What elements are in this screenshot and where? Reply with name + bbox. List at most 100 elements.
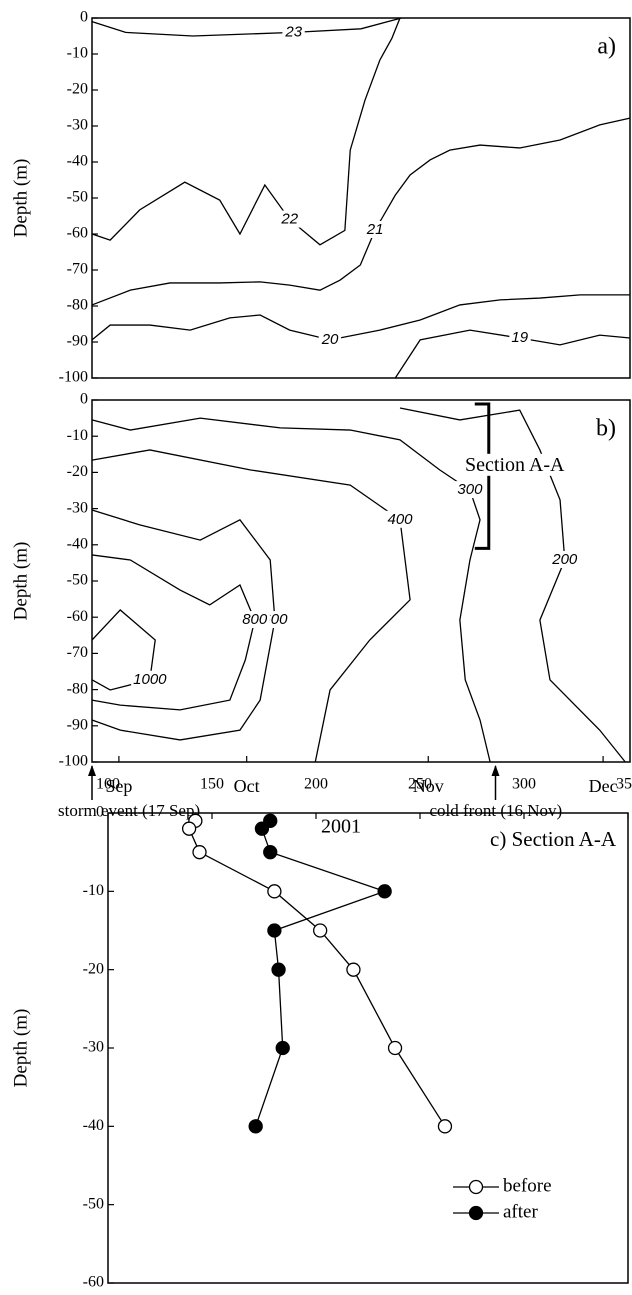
contour-label-bg <box>278 210 301 228</box>
contour-label: 23 <box>284 23 302 40</box>
plot-frame <box>91 17 631 379</box>
data-point <box>192 845 207 860</box>
legend-label: after <box>503 1201 538 1222</box>
contour-line <box>91 294 630 341</box>
y-tick-label: -40 <box>67 153 88 170</box>
contour-line <box>91 117 631 306</box>
x-tick-label: Dec <box>589 776 618 796</box>
contour-line <box>91 17 401 246</box>
y-axis-label: Depth (m) <box>10 542 31 621</box>
x-tick-label: 100 <box>96 776 120 793</box>
contour-label: 400 <box>387 511 413 528</box>
contour-label: 300 <box>457 481 483 498</box>
y-tick-label: -70 <box>67 644 88 661</box>
y-tick-label: -30 <box>67 499 88 516</box>
legend-marker <box>468 1205 484 1221</box>
contour-label-bg <box>240 611 270 629</box>
section-bracket <box>474 402 491 550</box>
data-point <box>263 845 278 860</box>
contour-label: 20 <box>321 331 339 348</box>
y-tick-label: -60 <box>67 225 88 242</box>
y-tick-label: -10 <box>67 427 88 444</box>
x-tick-label: 150 <box>200 776 224 793</box>
chart-title: c) Section A-A <box>490 827 617 851</box>
y-tick-label: -10 <box>67 45 88 62</box>
contour-line <box>91 417 491 763</box>
x-tick-label: 300 <box>512 776 536 793</box>
contour-line <box>91 449 411 763</box>
data-point <box>313 923 328 938</box>
y-tick-label: -50 <box>83 1195 104 1212</box>
data-point <box>437 1119 453 1134</box>
x-tick-label: 200 <box>304 776 328 793</box>
panel-label: a) <box>597 34 616 60</box>
arrow-head <box>491 765 500 776</box>
data-point <box>248 1119 263 1134</box>
x-tick-label: 250 <box>408 776 432 793</box>
contour-label: 21 <box>366 221 384 238</box>
data-point <box>267 923 282 938</box>
data-point <box>346 962 361 977</box>
y-tick-label: -80 <box>67 297 88 314</box>
y-tick-label: -50 <box>67 572 88 589</box>
y-tick-label: -60 <box>83 1274 104 1291</box>
y-tick-label: 0 <box>80 391 88 408</box>
data-point <box>267 884 282 899</box>
data-point <box>181 821 197 836</box>
legend-label: before <box>503 1175 552 1196</box>
plot-frame <box>107 812 629 1284</box>
contour-label-bg <box>363 221 386 239</box>
legend-marker <box>468 1179 484 1195</box>
contour-label-bg <box>385 510 416 528</box>
contour-label: 19 <box>511 329 528 346</box>
y-tick-label: -60 <box>67 608 88 625</box>
y-axis-label: Depth (m) <box>10 159 31 238</box>
arrow-head <box>88 765 96 776</box>
section-label-bg <box>465 453 566 476</box>
y-tick-label: -50 <box>67 189 88 206</box>
data-point <box>377 884 392 899</box>
y-tick-label: -20 <box>67 463 88 480</box>
y-tick-label: -20 <box>83 960 104 977</box>
x-tick-label: Sep <box>105 776 132 796</box>
contour-label-bg <box>318 330 342 348</box>
y-tick-label: -40 <box>83 1117 104 1134</box>
contour-line <box>91 609 156 691</box>
y-tick-label: -70 <box>67 261 88 278</box>
panel-label: b) <box>596 416 616 442</box>
y-tick-label: -30 <box>83 1039 104 1056</box>
contour-label: 1000 <box>133 671 167 688</box>
section-label: Section A-A <box>465 454 565 476</box>
data-point <box>254 821 270 836</box>
data-point <box>387 1040 403 1056</box>
contour-label: 800 <box>242 611 268 628</box>
y-tick-label: -100 <box>59 753 88 770</box>
contour-line <box>91 17 402 37</box>
annotation-text: storm event (17 Sep) <box>58 801 200 820</box>
series-line <box>188 820 446 1127</box>
y-axis-label: Depth (m) <box>10 1009 31 1088</box>
contour-label-bg <box>549 550 580 568</box>
y-tick-label: 0 <box>80 9 88 26</box>
contour-label: 22 <box>280 211 298 228</box>
contour-label: 200 <box>551 551 578 568</box>
y-tick-label: -20 <box>67 81 88 98</box>
y-tick-label: -40 <box>67 535 88 552</box>
contour-label-bg <box>131 670 170 688</box>
contour-label-bg <box>509 329 531 347</box>
y-tick-label: -90 <box>67 716 88 733</box>
y-tick-label: -30 <box>67 117 88 134</box>
data-point <box>271 962 286 977</box>
annotation-text: cold front (16 Nov) <box>430 801 563 820</box>
contour-label-bg <box>282 23 305 41</box>
contour-label-bg <box>455 481 486 499</box>
x-tick-label: Oct <box>234 776 260 796</box>
data-point <box>275 1040 290 1056</box>
x-tick-label: 350 <box>616 776 632 793</box>
x-axis-label: 2001 <box>321 816 361 838</box>
x-tick-label: Nov <box>413 776 444 796</box>
y-tick-label: -10 <box>83 882 104 899</box>
y-tick-label: 0 <box>96 804 104 821</box>
contour-line <box>91 554 256 711</box>
